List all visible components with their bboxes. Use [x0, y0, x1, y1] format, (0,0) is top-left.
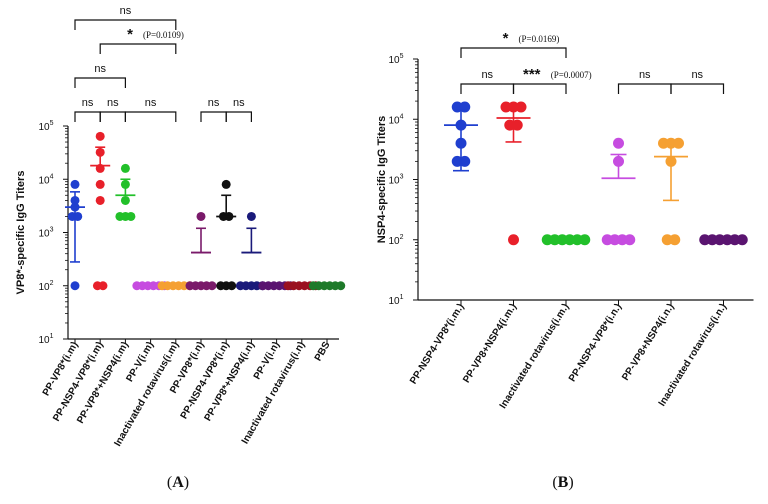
x-category-label: PP-VP8+NSP4(i.n.): [620, 302, 676, 383]
significance-label: ns: [691, 69, 703, 81]
significance-bracket: [74, 77, 127, 88]
data-point: [95, 131, 105, 141]
data-point: [98, 281, 108, 291]
data-point: [736, 234, 748, 246]
significance-bracket: [670, 83, 725, 94]
data-point: [95, 195, 105, 205]
data-point: [669, 234, 681, 246]
data-point: [207, 281, 217, 291]
significance-bracket: [460, 83, 515, 94]
significance-bracket: [99, 43, 177, 54]
data-point: [95, 179, 105, 189]
data-point: [246, 211, 256, 221]
significance-bracket: [99, 111, 127, 122]
significance-label: ns: [208, 97, 220, 109]
y-axis-label: VP8*-specific IgG Titers: [15, 171, 27, 295]
data-point: [120, 195, 130, 205]
panel-b-chart: 101 102 103 104 105 NSP4-specific IgG Titers P…: [376, 30, 754, 491]
significance-bracket: [617, 83, 672, 94]
significance-bracket: [74, 19, 177, 30]
significance-label: ns: [120, 5, 132, 17]
significance-bracket: [200, 111, 227, 122]
significance-label: *: [127, 26, 133, 43]
y-tick-label: 105: [38, 120, 53, 133]
data-point: [613, 137, 624, 149]
p-value-label: (P=0.0007): [551, 70, 592, 80]
y-axis-label: NSP4-specific IgG Titers: [376, 116, 388, 244]
p-value-label: (P=0.0109): [143, 30, 184, 40]
y-tick-label: 104: [38, 173, 53, 186]
significance-label: ns: [233, 97, 245, 109]
data-point: [579, 234, 591, 246]
data-point: [624, 234, 636, 246]
significance-bracket: [124, 111, 177, 122]
data-point: [511, 119, 523, 131]
data-point: [120, 163, 130, 173]
data-point: [508, 234, 519, 246]
p-value-label: (P=0.0169): [519, 34, 560, 44]
significance-label: *: [503, 30, 509, 47]
significance-label: ns: [94, 63, 106, 75]
y-tick-label: 104: [388, 113, 403, 126]
panel-caption: (B): [552, 474, 573, 491]
data-point: [70, 281, 80, 291]
y-tick-label: 105: [388, 53, 403, 66]
data-point: [227, 281, 237, 291]
y-tick-label: 102: [388, 234, 403, 247]
significance-bracket: [225, 111, 252, 122]
data-point: [459, 155, 471, 167]
significance-label: ***: [523, 66, 541, 83]
significance-label: ns: [145, 97, 157, 109]
significance-bracket: [512, 83, 567, 94]
significance-label: ns: [481, 69, 493, 81]
data-point: [70, 179, 80, 189]
panel-caption: (A): [167, 474, 189, 491]
significance-bracket: [74, 111, 101, 122]
panel-a-chart: 101 102 103 104 105 VP8*-specific IgG Titers P…: [15, 5, 346, 491]
significance-label: ns: [82, 97, 94, 109]
y-tick-label: 103: [38, 227, 53, 240]
x-category-label: PP-NSP4-VP8*(i.m.): [408, 302, 467, 387]
x-category-label: PBS: [313, 340, 333, 364]
y-tick-label: 103: [388, 174, 403, 187]
data-point: [126, 211, 136, 221]
x-category-label: PP-VP8+NSP4(i.m.): [461, 302, 519, 385]
y-tick-label: 102: [38, 280, 53, 293]
data-point: [196, 211, 206, 221]
x-category-label: PP-NSP4-VP8*(i.n.): [567, 302, 624, 384]
data-point: [336, 281, 346, 291]
data-point: [459, 101, 471, 113]
y-tick-label: 101: [388, 294, 403, 307]
data-point: [221, 179, 231, 189]
significance-bracket: [460, 47, 567, 58]
significance-label: ns: [107, 97, 119, 109]
significance-label: ns: [639, 69, 651, 81]
y-tick-label: 101: [38, 333, 53, 346]
